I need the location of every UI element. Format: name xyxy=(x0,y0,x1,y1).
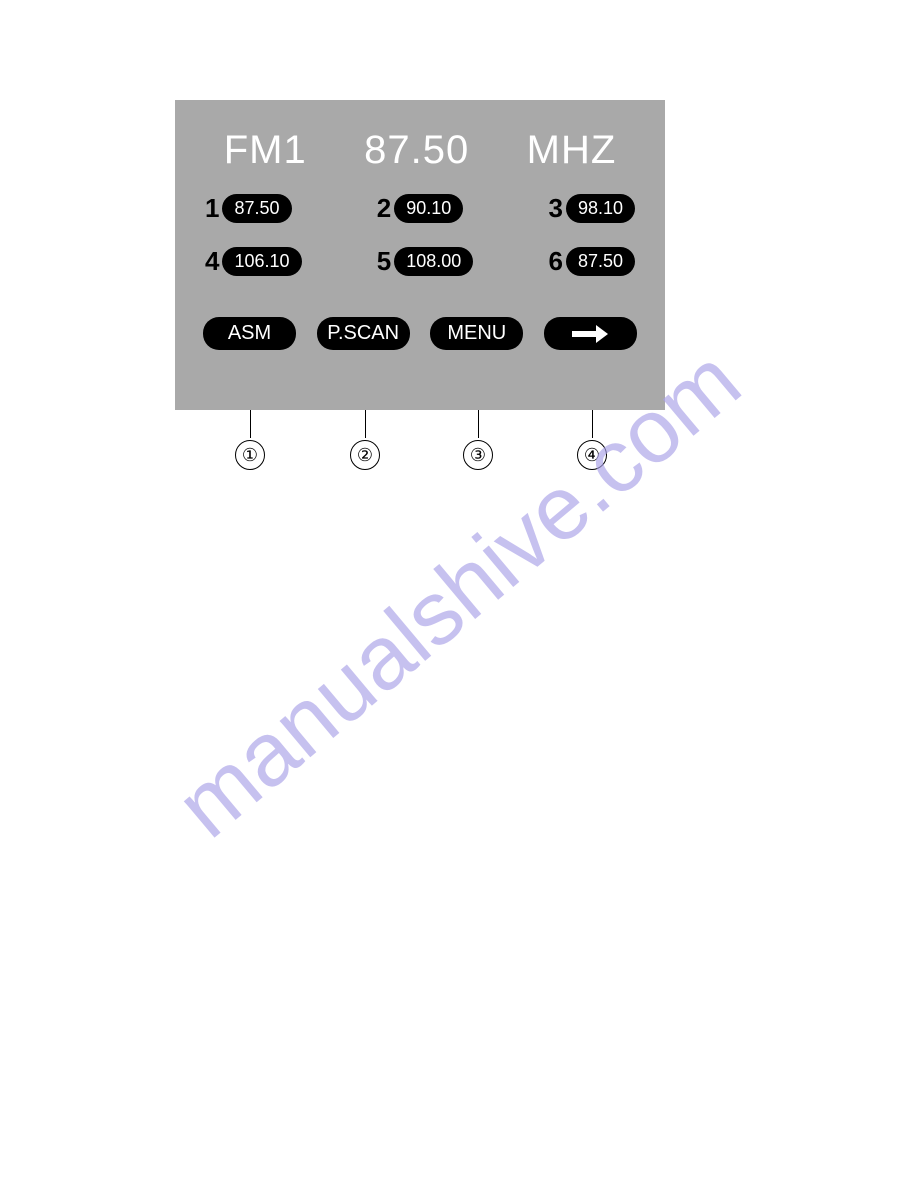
menu-button[interactable]: MENU xyxy=(430,317,523,350)
preset-6[interactable]: 6 87.50 xyxy=(548,246,635,277)
preset-3-value: 98.10 xyxy=(566,194,635,223)
preset-2-num: 2 xyxy=(377,193,391,224)
asm-button[interactable]: ASM xyxy=(203,317,296,350)
callout-2-circle: ② xyxy=(350,440,380,470)
arrow-right-icon xyxy=(570,324,610,344)
preset-4[interactable]: 4 106.10 xyxy=(205,246,302,277)
preset-2[interactable]: 2 90.10 xyxy=(377,193,464,224)
preset-2-value: 90.10 xyxy=(394,194,463,223)
callout-3-line xyxy=(478,410,479,438)
frequency-value: 87.50 xyxy=(364,128,469,173)
band-label: FM1 xyxy=(224,128,307,173)
preset-1-value: 87.50 xyxy=(222,194,291,223)
callout-3-circle: ③ xyxy=(463,440,493,470)
preset-1[interactable]: 1 87.50 xyxy=(205,193,292,224)
pscan-button[interactable]: P.SCAN xyxy=(317,317,410,350)
next-button[interactable] xyxy=(544,317,637,350)
preset-6-value: 87.50 xyxy=(566,247,635,276)
preset-5-num: 5 xyxy=(377,246,391,277)
preset-4-num: 4 xyxy=(205,246,219,277)
preset-row-1: 1 87.50 2 90.10 3 98.10 xyxy=(205,193,635,224)
callout-1: ① xyxy=(235,410,265,470)
preset-3-num: 3 xyxy=(548,193,562,224)
callout-2: ② xyxy=(350,410,380,470)
preset-4-value: 106.10 xyxy=(222,247,301,276)
callout-2-line xyxy=(365,410,366,438)
callout-4-line xyxy=(592,410,593,438)
radio-panel: FM1 87.50 MHZ 1 87.50 2 90.10 3 98.10 4 … xyxy=(175,100,665,410)
callout-1-line xyxy=(250,410,251,438)
preset-row-2: 4 106.10 5 108.00 6 87.50 xyxy=(205,246,635,277)
callout-3: ③ xyxy=(463,410,493,470)
display-row: FM1 87.50 MHZ xyxy=(175,100,665,183)
callout-container: ① ② ③ ④ xyxy=(175,410,665,480)
callout-1-circle: ① xyxy=(235,440,265,470)
callout-4-circle: ④ xyxy=(577,440,607,470)
preset-5-value: 108.00 xyxy=(394,247,473,276)
preset-grid: 1 87.50 2 90.10 3 98.10 4 106.10 5 108.0… xyxy=(175,183,665,277)
preset-3[interactable]: 3 98.10 xyxy=(548,193,635,224)
preset-1-num: 1 xyxy=(205,193,219,224)
control-button-row: ASM P.SCAN MENU xyxy=(175,299,665,350)
preset-6-num: 6 xyxy=(548,246,562,277)
preset-5[interactable]: 5 108.00 xyxy=(377,246,474,277)
callout-4: ④ xyxy=(577,410,607,470)
unit-label: MHZ xyxy=(527,128,617,173)
